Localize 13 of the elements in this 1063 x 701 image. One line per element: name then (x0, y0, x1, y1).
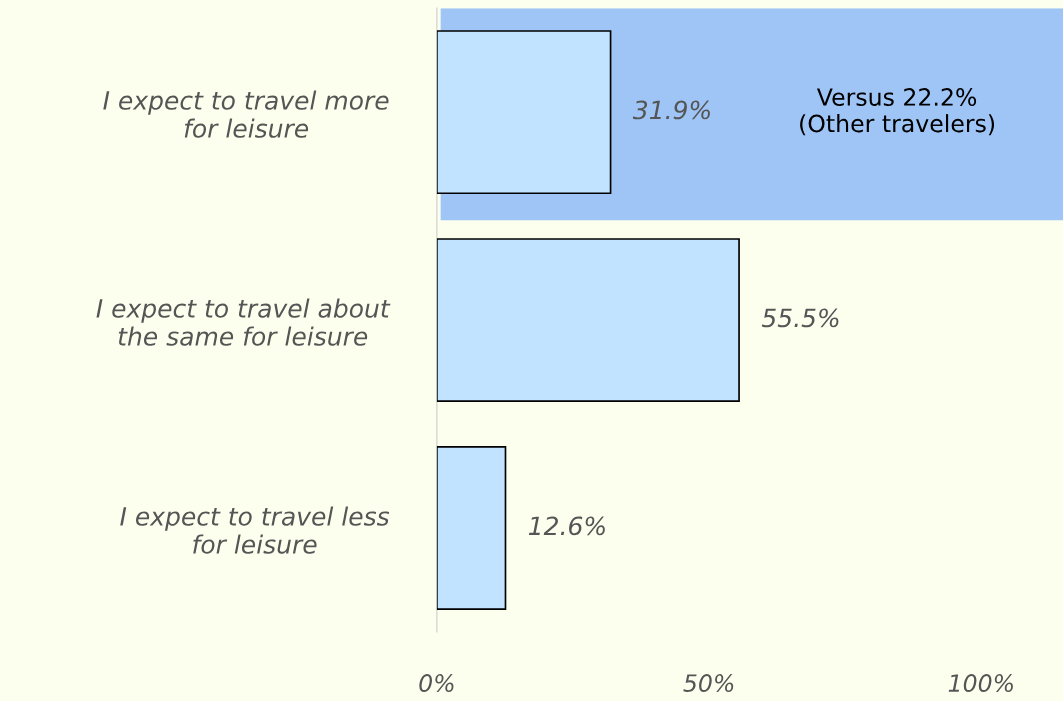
annotation: Versus 22.2% (Other travelers) (800, 88, 995, 136)
bar (436, 446, 507, 610)
x-tick-label: 100% (948, 674, 1013, 692)
y-tick-label: I expect to travel about the same for leisure (96, 298, 391, 346)
bar (436, 30, 612, 195)
data-label: 12.6% (528, 516, 605, 536)
data-label: 55.5% (761, 308, 839, 328)
data-label: 31.9% (632, 100, 710, 120)
y-tick-label: I expect to travel more for leisure (103, 90, 389, 138)
x-tick-label: 0% (419, 674, 454, 692)
y-tick-label: I expect to travel less for leisure (120, 506, 390, 554)
x-tick-label: 50% (683, 674, 734, 692)
bar (436, 238, 740, 403)
